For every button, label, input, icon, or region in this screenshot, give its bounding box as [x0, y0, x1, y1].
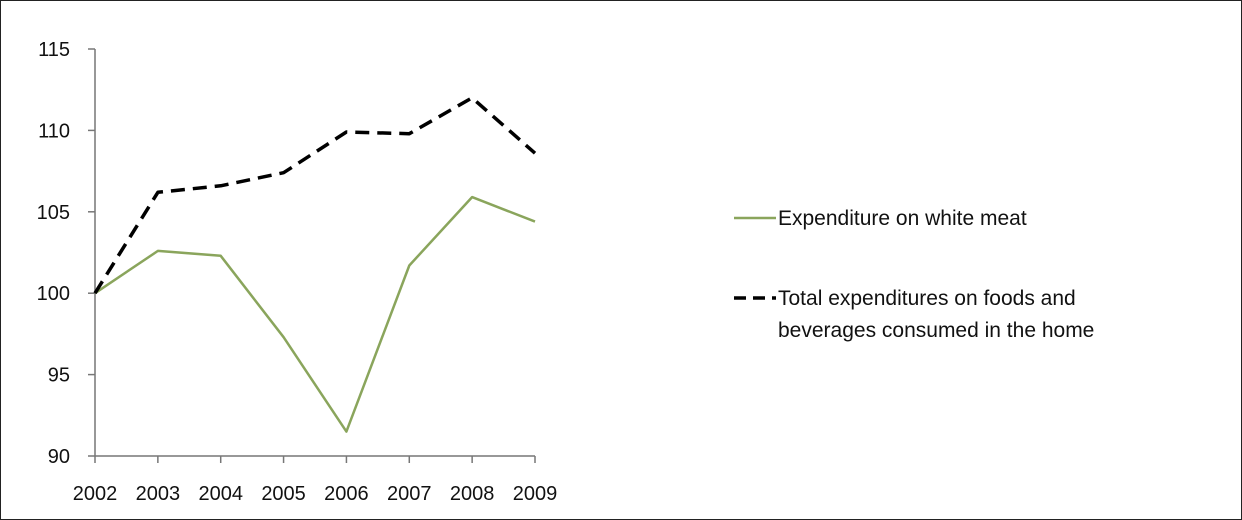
legend-label: Total expenditures on foods and beverages… [778, 287, 1094, 342]
x-tick-label: 2009 [513, 483, 558, 505]
series-layer [93, 96, 537, 433]
y-tick-label: 105 [37, 202, 70, 224]
x-tick-label: 2006 [324, 483, 369, 505]
series-line-2 [93, 96, 537, 295]
y-tick-label: 110 [38, 120, 70, 142]
x-tick-label: 2005 [261, 483, 306, 505]
x-tick-label: 2002 [73, 483, 118, 505]
x-tick-label: 2007 [387, 483, 432, 505]
legend-item-1: Expenditure on white meat [734, 207, 1027, 230]
series-line-1 [94, 195, 536, 433]
y-tick-label: 95 [48, 365, 70, 387]
y-tick-label: 100 [37, 283, 70, 305]
x-tick-label: 2003 [136, 483, 181, 505]
axes: 90 95 100 105 110 115 2002 2003 2004 2005 2006 2007… [37, 39, 558, 505]
legend-item-2: Total expenditures on foods and beverages… [734, 287, 1094, 342]
x-tick-label: 2008 [450, 483, 495, 505]
y-tick-label: 115 [38, 39, 70, 61]
x-tick-label: 2004 [198, 483, 243, 505]
y-tick-label: 90 [48, 446, 70, 468]
legend: Expenditure on white meat Total expenditu… [734, 207, 1094, 342]
legend-label: Expenditure on white meat [778, 207, 1027, 230]
